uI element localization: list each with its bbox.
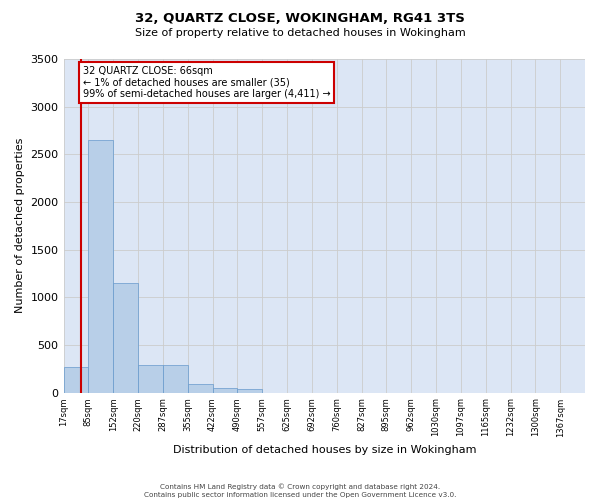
Bar	[138, 366, 163, 392]
X-axis label: Distribution of detached houses by size in Wokingham: Distribution of detached houses by size …	[173, 445, 476, 455]
Text: Size of property relative to detached houses in Wokingham: Size of property relative to detached ho…	[134, 28, 466, 38]
Bar	[212, 388, 238, 392]
Bar	[64, 367, 88, 392]
Bar	[238, 389, 262, 392]
Text: Contains HM Land Registry data © Crown copyright and database right 2024.
Contai: Contains HM Land Registry data © Crown c…	[144, 484, 456, 498]
Y-axis label: Number of detached properties: Number of detached properties	[15, 138, 25, 314]
Bar	[188, 384, 212, 392]
Bar	[88, 140, 113, 392]
Bar	[163, 366, 188, 392]
Text: 32, QUARTZ CLOSE, WOKINGHAM, RG41 3TS: 32, QUARTZ CLOSE, WOKINGHAM, RG41 3TS	[135, 12, 465, 26]
Text: 32 QUARTZ CLOSE: 66sqm
← 1% of detached houses are smaller (35)
99% of semi-deta: 32 QUARTZ CLOSE: 66sqm ← 1% of detached …	[83, 66, 331, 99]
Bar	[113, 284, 138, 393]
